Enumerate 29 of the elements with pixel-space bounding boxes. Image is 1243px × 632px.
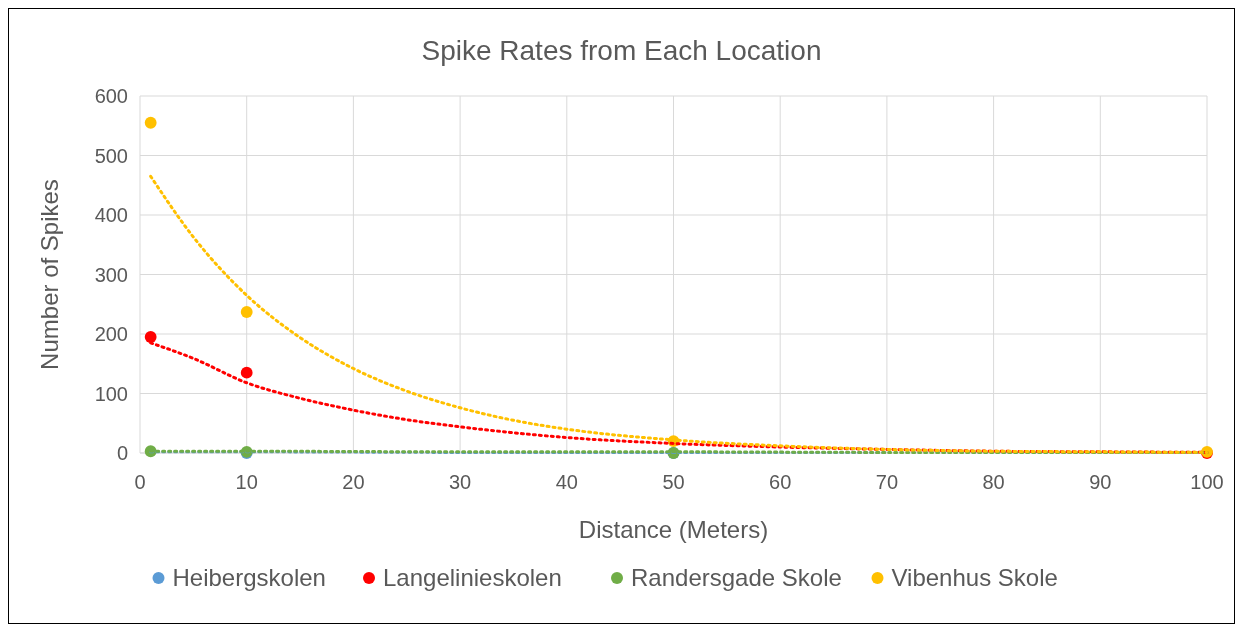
y-tick-label: 0: [116, 442, 128, 464]
point: [144, 116, 157, 129]
legend-label: Heibergskolen: [172, 564, 326, 591]
x-tick-label: 70: [875, 471, 899, 493]
legend-label: Randersgade Skole: [631, 564, 842, 591]
x-tick-label: 60: [769, 471, 792, 493]
x-tick-label: 40: [555, 471, 578, 493]
x-tick-label: 0: [134, 471, 146, 493]
point: [144, 331, 157, 343]
x-tick-label: 80: [982, 471, 1005, 493]
x-tick-label: 20: [342, 471, 365, 493]
x-axis-title: Distance (Meters): [578, 516, 769, 543]
legend-label: Vibenhus Skole: [891, 564, 1058, 591]
legend-label: Langelinieskolen: [383, 564, 562, 591]
x-tick-label: 90: [1089, 471, 1112, 493]
y-axis-title: Number of Spikes: [36, 179, 63, 370]
y-tick-label: 100: [94, 382, 128, 405]
y-tick-label: 600: [94, 85, 128, 107]
y-tick-label: 400: [94, 204, 128, 226]
y-tick-label: 500: [94, 144, 128, 167]
point: [240, 366, 253, 379]
x-tick-label: 50: [662, 471, 685, 493]
point: [240, 306, 253, 318]
x-tick-label: 30: [448, 471, 472, 493]
x-tick-label: 100: [1190, 471, 1224, 493]
y-tick-label: 300: [94, 263, 128, 286]
y-tick-label: 200: [94, 323, 128, 345]
x-tick-label: 10: [235, 471, 258, 493]
chart-title: Spike Rates from Each Location: [421, 35, 822, 66]
